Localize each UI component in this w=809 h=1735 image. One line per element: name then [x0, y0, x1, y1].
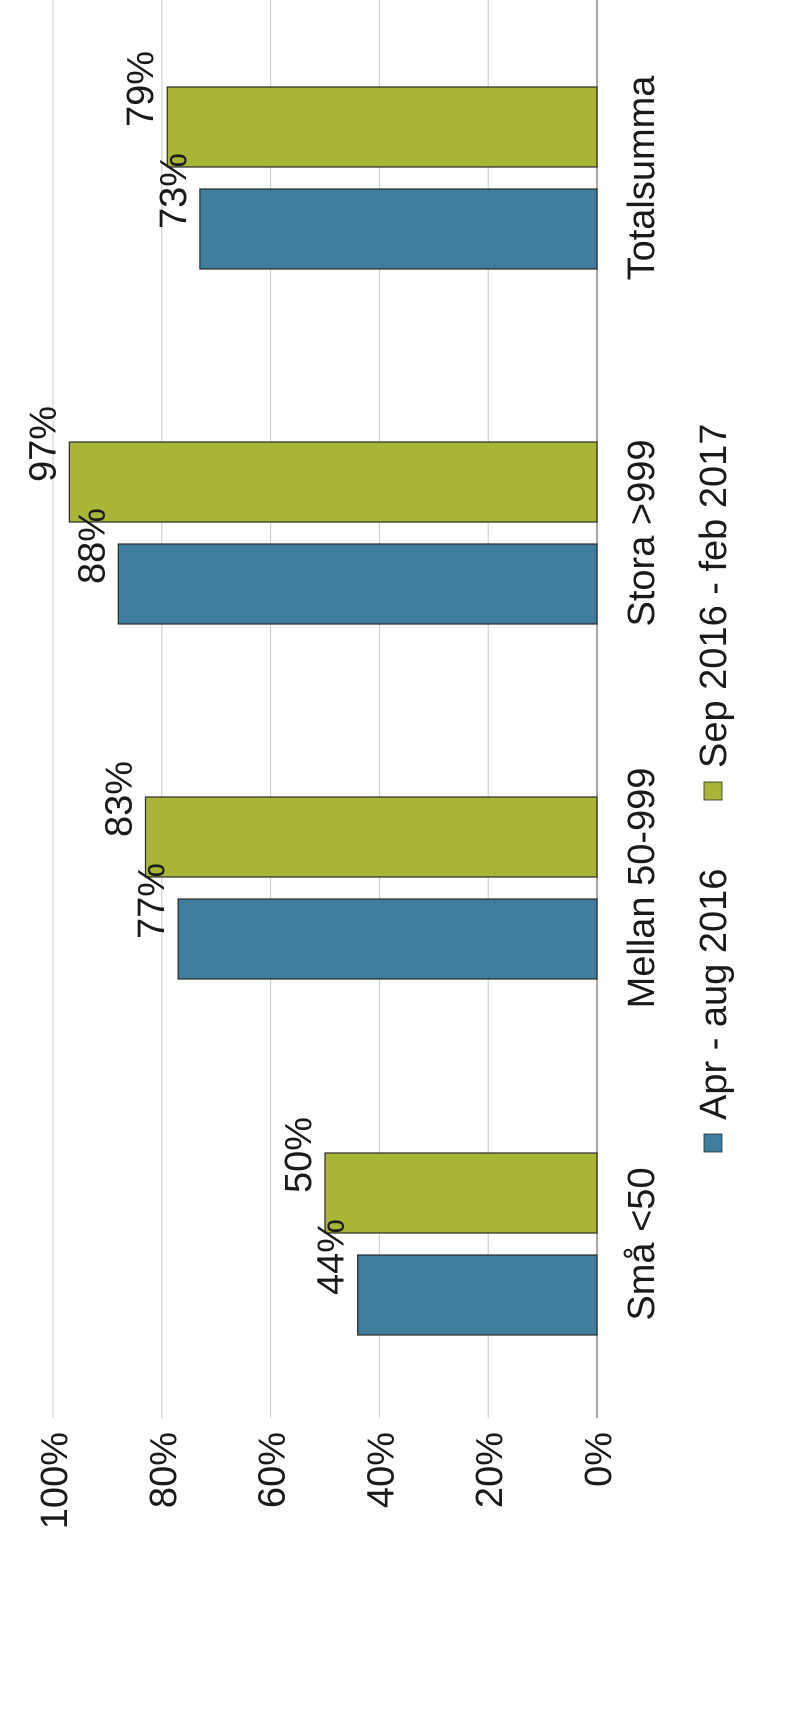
bar — [177, 898, 598, 980]
value-labels: 44% 50% 77% 83% 88%97% 73% 79% — [22, 51, 352, 1295]
legend-label: Sep 2016 - feb 2017 — [693, 424, 735, 768]
bar — [68, 441, 598, 523]
legend-swatch — [703, 1133, 723, 1153]
bar — [144, 796, 598, 878]
bar — [166, 86, 598, 168]
data-label: 97% — [22, 406, 64, 482]
y-tick-label: 80% — [143, 1432, 185, 1508]
bar — [324, 1152, 598, 1234]
data-label: 88% — [71, 508, 113, 584]
data-label: 79% — [120, 51, 162, 127]
bar — [357, 1254, 598, 1336]
category-label: Små <50 — [621, 1167, 663, 1320]
legend: Apr - aug 2016 Sep 2016 - feb 2017 — [693, 424, 735, 1153]
data-label: 77% — [131, 863, 173, 939]
bars — [68, 86, 598, 1336]
y-tick-label: 0% — [578, 1432, 620, 1487]
y-tick-label: 100% — [34, 1432, 76, 1529]
category-label: Stora >999 — [621, 440, 663, 627]
tick-labels: 0% 20% 40% 60% 80% 100% — [34, 1432, 620, 1529]
data-label: 44% — [311, 1219, 353, 1295]
data-label: 73% — [153, 153, 195, 229]
category-labels: Små <50 Mellan 50-999 Stora >999 Totalsumma — [621, 75, 663, 1321]
y-tick-label: 60% — [252, 1432, 294, 1508]
y-tick-label: 40% — [360, 1432, 402, 1508]
bar — [199, 188, 598, 270]
data-label: 83% — [98, 761, 140, 837]
y-tick-label: 20% — [469, 1432, 511, 1508]
category-label: Totalsumma — [621, 75, 663, 281]
bar — [117, 543, 598, 625]
category-label: Mellan 50-999 — [621, 768, 663, 1009]
legend-swatch — [703, 781, 723, 801]
data-label: 50% — [278, 1117, 320, 1193]
legend-label: Apr - aug 2016 — [693, 869, 735, 1120]
